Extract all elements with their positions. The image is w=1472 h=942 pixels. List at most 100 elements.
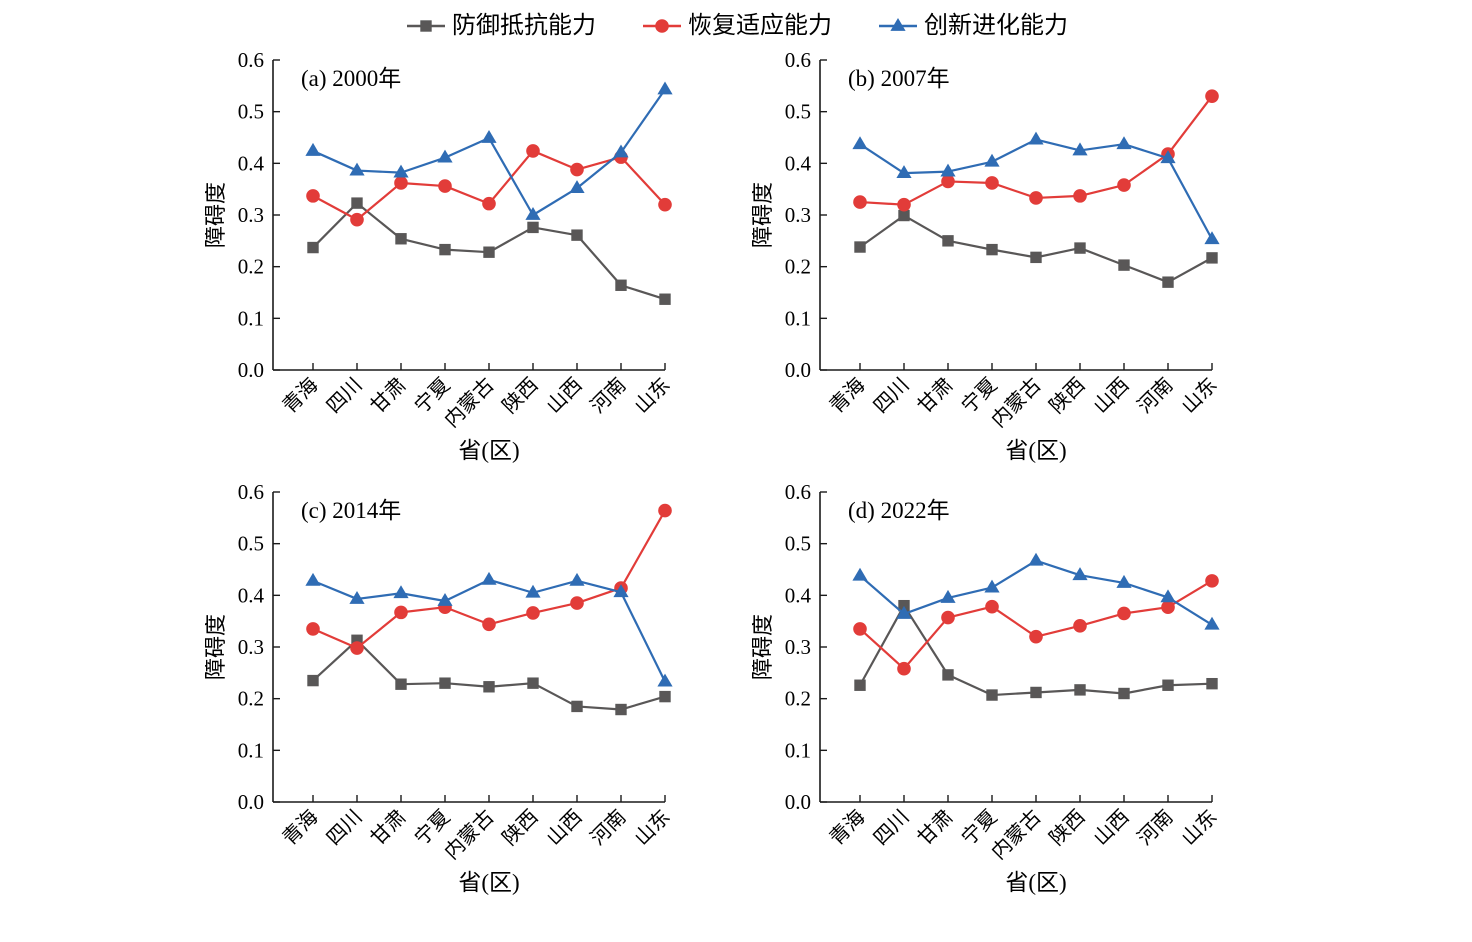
x-tick-label: 陕西 bbox=[498, 805, 543, 850]
x-tick-label: 山西 bbox=[542, 805, 587, 850]
series-square bbox=[854, 599, 1218, 701]
x-tick-label: 青海 bbox=[825, 805, 870, 850]
y-tick-label: 0.0 bbox=[238, 358, 264, 382]
x-axis-title: 省(区) bbox=[1005, 438, 1066, 463]
y-tick-label: 0.4 bbox=[238, 583, 265, 607]
x-axis-title: 省(区) bbox=[1005, 870, 1066, 895]
y-tick-label: 0.3 bbox=[785, 635, 811, 659]
legend-item-defense: 防御抵抗能力 bbox=[404, 14, 596, 38]
x-tick-label: 山西 bbox=[1089, 373, 1134, 418]
y-tick-label: 0.5 bbox=[238, 532, 264, 556]
y-tick-label: 0.3 bbox=[238, 635, 264, 659]
panel-b-2007: 0.0 0.1 0.2 0.3 0.4 0.5 0.6 青海 四川 甘肃 宁夏 内蒙古 陕西 山西 河南 山东… bbox=[752, 46, 1267, 468]
x-tick-label: 山西 bbox=[1089, 805, 1134, 850]
legend-item-recovery: 恢复适应能力 bbox=[640, 14, 832, 38]
y-tick-label: 0.2 bbox=[238, 687, 264, 711]
y-tick-label: 0.5 bbox=[785, 100, 811, 124]
x-tick-label: 四川 bbox=[323, 374, 367, 418]
series-square bbox=[307, 634, 671, 716]
series-triangle bbox=[305, 81, 673, 220]
x-tick-label: 山东 bbox=[630, 373, 675, 418]
series-triangle bbox=[852, 131, 1220, 245]
series-circle bbox=[306, 144, 672, 227]
y-tick-label: 0.0 bbox=[785, 358, 811, 382]
x-tick-label: 甘肃 bbox=[366, 805, 411, 850]
x-tick-label: 内蒙古 bbox=[987, 805, 1046, 864]
y-tick-label: 0.5 bbox=[238, 100, 264, 124]
x-tick-label: 四川 bbox=[870, 374, 914, 418]
y-tick-label: 0.4 bbox=[785, 151, 812, 175]
y-tick-label: 0.3 bbox=[785, 203, 811, 227]
legend-item-innovation: 创新进化能力 bbox=[876, 14, 1068, 38]
y-tick-label: 0.3 bbox=[238, 203, 264, 227]
y-tick-label: 0.1 bbox=[238, 738, 264, 762]
x-tick-label: 山西 bbox=[542, 373, 587, 418]
x-tick-label: 山东 bbox=[1177, 373, 1222, 418]
x-tick-label: 河南 bbox=[1133, 805, 1178, 850]
x-tick-label: 陕西 bbox=[1045, 373, 1090, 418]
x-tick-label: 甘肃 bbox=[366, 373, 411, 418]
circle-marker-icon bbox=[643, 19, 681, 33]
y-axis-title: 障碍度 bbox=[752, 614, 775, 680]
y-axis-title: 障碍度 bbox=[205, 182, 228, 248]
x-tick-label: 青海 bbox=[278, 373, 323, 418]
series-square bbox=[854, 209, 1218, 288]
x-tick-label: 青海 bbox=[278, 805, 323, 850]
y-tick-label: 0.6 bbox=[238, 48, 264, 72]
x-tick-label: 内蒙古 bbox=[440, 373, 499, 432]
y-tick-label: 0.6 bbox=[785, 480, 811, 504]
series-circle bbox=[306, 503, 672, 655]
y-tick-label: 0.1 bbox=[238, 306, 264, 330]
panel-title: (b) 2007年 bbox=[848, 66, 950, 91]
panel-a-2000: 0.0 0.1 0.2 0.3 0.4 0.5 0.6 青海 四川 甘肃 宁夏 内蒙古 陕西 山西 河南 山东… bbox=[205, 46, 720, 468]
y-tick-label: 0.4 bbox=[238, 151, 265, 175]
x-tick-label: 山东 bbox=[1177, 805, 1222, 850]
x-axis-title: 省(区) bbox=[458, 870, 519, 895]
y-tick-label: 0.0 bbox=[785, 790, 811, 814]
y-axis-title: 障碍度 bbox=[205, 614, 228, 680]
series-triangle bbox=[305, 571, 673, 687]
panel-title: (a) 2000年 bbox=[301, 66, 401, 91]
x-axis-title: 省(区) bbox=[458, 438, 519, 463]
x-tick-label: 内蒙古 bbox=[987, 373, 1046, 432]
series-square bbox=[307, 197, 671, 305]
y-tick-label: 0.1 bbox=[785, 306, 811, 330]
y-tick-label: 0.6 bbox=[785, 48, 811, 72]
y-tick-label: 0.2 bbox=[785, 255, 811, 279]
x-tick-label: 陕西 bbox=[1045, 805, 1090, 850]
y-tick-label: 0.2 bbox=[238, 255, 264, 279]
x-tick-label: 四川 bbox=[323, 806, 367, 850]
series-circle bbox=[853, 574, 1219, 676]
legend-label-innovation: 创新进化能力 bbox=[924, 13, 1068, 39]
x-tick-label: 甘肃 bbox=[913, 373, 958, 418]
x-tick-label: 陕西 bbox=[498, 373, 543, 418]
x-tick-label: 山东 bbox=[630, 805, 675, 850]
chart-legend: 防御抵抗能力 恢复适应能力 创新进化能力 bbox=[202, 8, 1270, 44]
series-triangle bbox=[852, 552, 1220, 630]
panel-c-2014: 0.0 0.1 0.2 0.3 0.4 0.5 0.6 青海 四川 甘肃 宁夏 内蒙古 陕西 山西 河南 山东… bbox=[205, 478, 720, 900]
x-tick-label: 河南 bbox=[586, 805, 631, 850]
legend-label-recovery: 恢复适应能力 bbox=[688, 13, 832, 39]
series-circle bbox=[853, 89, 1219, 212]
x-tick-label: 甘肃 bbox=[913, 805, 958, 850]
y-tick-label: 0.5 bbox=[785, 532, 811, 556]
y-tick-label: 0.1 bbox=[785, 738, 811, 762]
y-tick-label: 0.4 bbox=[785, 583, 812, 607]
panel-d-2022: 0.0 0.1 0.2 0.3 0.4 0.5 0.6 青海 四川 甘肃 宁夏 内蒙古 陕西 山西 河南 山东… bbox=[752, 478, 1267, 900]
x-tick-label: 河南 bbox=[586, 373, 631, 418]
y-tick-label: 0.2 bbox=[785, 687, 811, 711]
chart-grid: 0.0 0.1 0.2 0.3 0.4 0.5 0.6 青海 四川 甘肃 宁夏 内蒙古 陕西 山西 河南 山东… bbox=[202, 46, 1270, 900]
square-marker-icon bbox=[407, 20, 445, 32]
x-tick-label: 青海 bbox=[825, 373, 870, 418]
x-tick-label: 四川 bbox=[870, 806, 914, 850]
figure-content: 防御抵抗能力 恢复适应能力 创新进化能力 0.0 0.1 0.2 0.3 0.4 0.5 0… bbox=[202, 0, 1270, 900]
y-tick-label: 0.0 bbox=[238, 790, 264, 814]
legend-label-defense: 防御抵抗能力 bbox=[452, 13, 596, 39]
